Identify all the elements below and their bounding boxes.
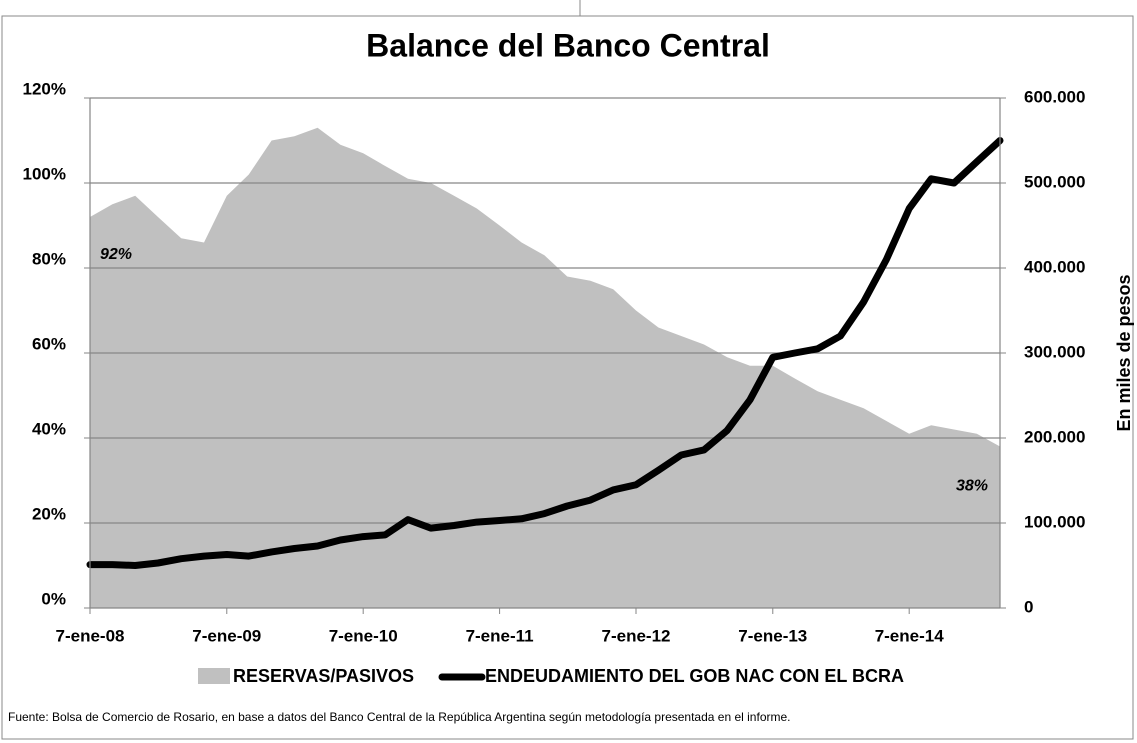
x-tick-label: 7-ene-14 [875, 626, 945, 645]
x-tick-label: 7-ene-12 [602, 626, 671, 645]
y-tick-label: 0% [41, 589, 66, 608]
legend-label: ENDEUDAMIENTO DEL GOB NAC CON EL BCRA [485, 666, 904, 686]
legend-label: RESERVAS/PASIVOS [233, 666, 414, 686]
y-tick-label: 120% [23, 79, 66, 98]
source-note: Fuente: Bolsa de Comercio de Rosario, en… [8, 710, 791, 724]
area [90, 127, 1000, 609]
y2-tick-label: 300.000 [1024, 342, 1085, 361]
y2-tick-label: 400.000 [1024, 257, 1085, 276]
y2-tick-label: 0 [1024, 597, 1033, 616]
x-tick-label: 7-ene-10 [329, 626, 398, 645]
y2-tick-label: 200.000 [1024, 427, 1085, 446]
x-tick-label: 7-ene-13 [738, 626, 807, 645]
y2-tick-label: 100.000 [1024, 512, 1085, 531]
chart-title: Balance del Banco Central [366, 27, 770, 63]
y-tick-label: 40% [32, 419, 66, 438]
x-tick-label: 7-ene-08 [56, 626, 125, 645]
y-tick-label: 20% [32, 504, 66, 523]
y-tick-label: 60% [32, 334, 66, 353]
y2-tick-label: 500.000 [1024, 172, 1085, 191]
legend-swatch [198, 668, 230, 684]
plot: 0% 20% 40% 60% 80% 100% 120% 0 100.000 200.000 300… [23, 79, 1086, 685]
annotation: 92% [100, 246, 132, 263]
x-tick-label: 7-ene-09 [192, 626, 261, 645]
annotation: 38% [956, 478, 988, 495]
y2-tick-label: 600.000 [1024, 87, 1085, 106]
y2-axis-title: En miles de pesos [1114, 274, 1134, 431]
y-tick-label: 100% [23, 164, 66, 183]
x-tick-label: 7-ene-11 [466, 626, 534, 645]
y-tick-label: 80% [32, 249, 66, 268]
line [86, 137, 1004, 569]
